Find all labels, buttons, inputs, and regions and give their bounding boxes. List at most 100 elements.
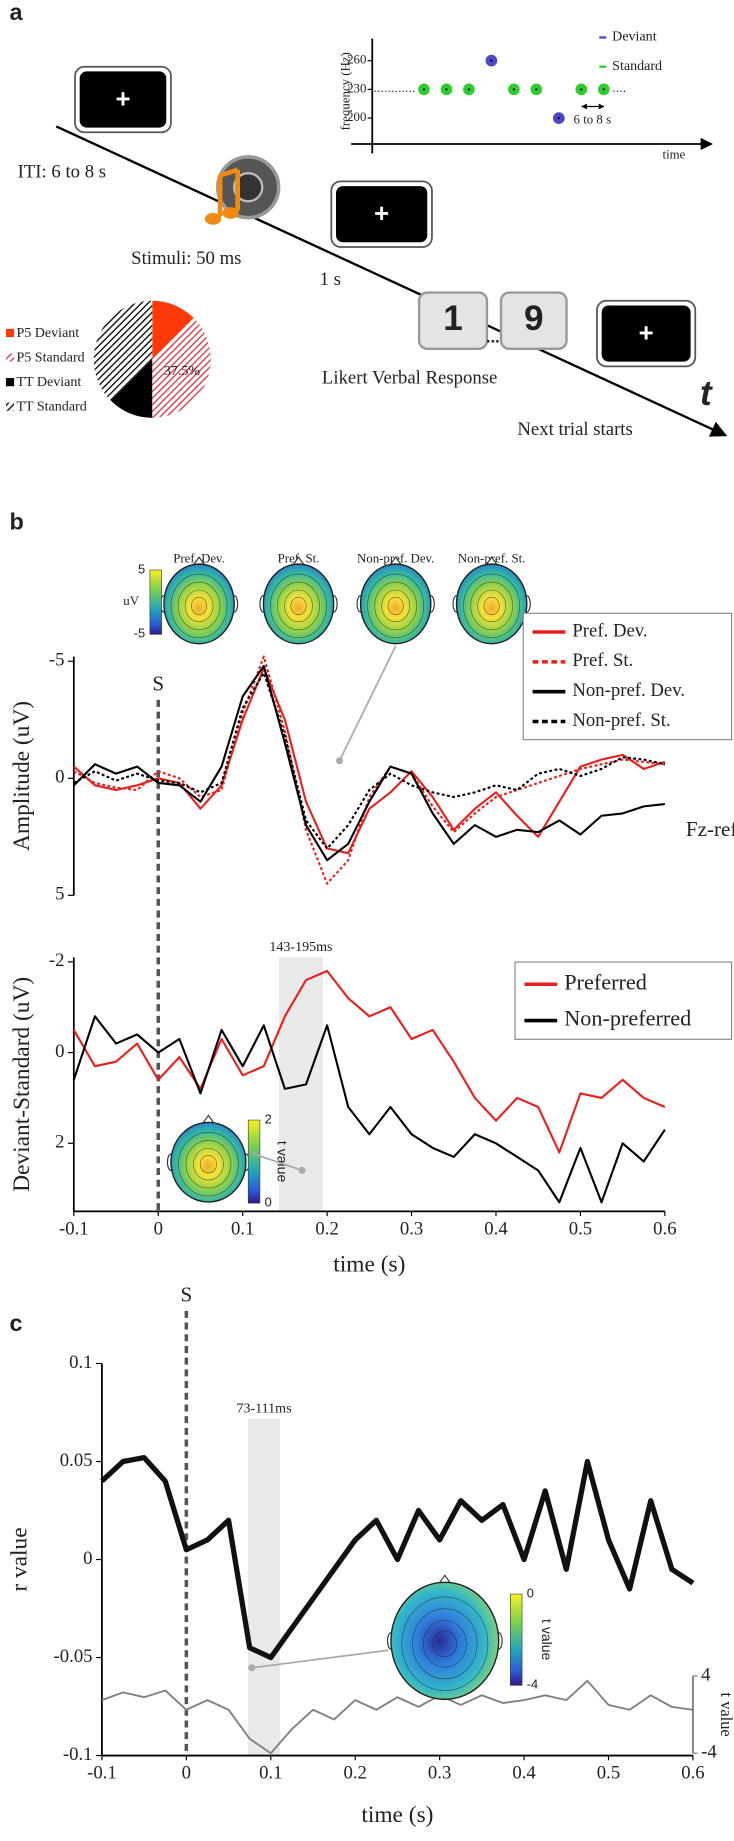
topomap <box>359 563 432 645</box>
panel-label: c <box>9 1310 22 1336</box>
y-tick-label: 200 <box>347 110 366 124</box>
timeline <box>55 125 728 437</box>
y2-tick-label: -4 <box>701 1742 717 1763</box>
topomap-contour <box>374 581 418 631</box>
y-axis-label: Deviant-Standard (uV) <box>9 977 35 1192</box>
topomap-contour <box>483 596 500 615</box>
x-tick-label: 0.5 <box>569 1218 592 1239</box>
topomap <box>170 1121 247 1203</box>
topomap-contour <box>432 1630 457 1657</box>
topomap-contour <box>284 589 313 623</box>
topomap-nose <box>292 556 305 566</box>
legend-label: TT Deviant <box>16 374 81 390</box>
pie-slice <box>93 300 153 401</box>
x-tick-label: 0.6 <box>653 1218 676 1239</box>
legend-marker <box>5 328 15 338</box>
x-axis-label: time <box>663 148 686 162</box>
topomap-nose <box>389 556 403 566</box>
screen <box>79 71 167 128</box>
key-ellipsis: ... <box>486 329 500 347</box>
topomap-contour <box>387 596 404 615</box>
x-tick-label: -0.1 <box>59 1218 89 1239</box>
topomap-contour <box>423 1620 467 1668</box>
colorbar-tick-label: -5 <box>134 626 145 641</box>
screen <box>601 305 691 362</box>
music-note <box>222 207 239 219</box>
topomap-contour <box>178 1132 239 1197</box>
point <box>463 83 475 96</box>
colorbar-label: t value <box>274 1141 290 1183</box>
legend-label: Non-preferred <box>564 1006 691 1031</box>
colorbar-tick-label: 0 <box>265 1195 272 1210</box>
key-label: 9 <box>524 299 544 338</box>
colorbar <box>510 1593 523 1686</box>
x-tick-label: 0.4 <box>512 1763 536 1784</box>
pie-slice <box>110 359 153 418</box>
colorbar-tick-label: 0 <box>527 1585 534 1600</box>
topomap-contour <box>185 1140 232 1189</box>
topomap-contour <box>470 581 514 631</box>
pointer <box>250 1151 303 1172</box>
topomap-contour <box>177 581 221 631</box>
colorbar <box>247 1119 261 1204</box>
point <box>530 83 543 96</box>
topomap-contour <box>277 581 320 631</box>
topomap-contour <box>477 589 506 623</box>
x-tick-label: 0.6 <box>681 1763 704 1784</box>
y-tick-label: 0.1 <box>69 1352 92 1373</box>
y-tick-label: 2 <box>55 1132 64 1153</box>
point <box>552 112 565 124</box>
point <box>575 83 588 96</box>
legend-label: P5 Standard <box>16 349 84 365</box>
x-tick-label: 0 <box>182 1763 191 1784</box>
x-tick-label: 0.4 <box>484 1218 508 1239</box>
topomap-contour <box>401 1596 489 1691</box>
topomap-contour <box>191 596 208 615</box>
topomap-contour <box>367 573 425 639</box>
stimulus-label: S <box>152 672 164 696</box>
topomap-nose <box>192 556 206 566</box>
series-line <box>72 1015 666 1204</box>
y-tick-label: 0 <box>55 767 64 788</box>
x-tick-label: 0.1 <box>231 1218 254 1239</box>
topomap-nose <box>485 556 498 566</box>
x-tick-label: 0.3 <box>400 1218 423 1239</box>
topomap-nose <box>438 1574 452 1584</box>
topomap-contour <box>381 589 411 623</box>
x-tick-label: 0.1 <box>259 1763 282 1784</box>
pointer <box>251 1649 389 1669</box>
colorbar-label: uV <box>123 594 139 608</box>
topomap-contour <box>270 573 327 639</box>
point <box>485 54 498 67</box>
point <box>508 83 520 96</box>
pointer-dot <box>298 1166 306 1174</box>
time-axis-label: t <box>700 374 713 413</box>
y-tick-label: 5 <box>55 884 64 905</box>
legend-box <box>522 612 733 741</box>
music-note <box>204 213 222 225</box>
colorbar <box>149 569 162 635</box>
legend-label: Pref. St. <box>572 650 633 671</box>
value-label: 37.5% <box>164 363 201 379</box>
y-axis-label: Amplitude (uV) <box>9 701 35 851</box>
delay-label: 1 s <box>320 269 341 290</box>
topomap-contour <box>463 573 521 639</box>
y-tick-label: 0 <box>55 1041 64 1062</box>
topomap-contour <box>170 573 228 639</box>
series-line <box>101 1679 694 1755</box>
y-tick-label: 0.05 <box>60 1450 93 1471</box>
topomap-contour <box>290 596 307 615</box>
colorbar-tick-label: -4 <box>527 1677 538 1692</box>
topomap-contour <box>199 1155 217 1174</box>
speaker-cone <box>232 172 264 203</box>
panel-label: a <box>9 0 23 25</box>
legend-label: Non-pref. St. <box>572 710 670 731</box>
legend-marker <box>5 378 15 387</box>
fixation-cross: + <box>639 320 654 348</box>
legend-label: Pref. Dev. <box>572 620 647 641</box>
y2-axis-label: t value <box>717 1693 734 1737</box>
pointer <box>338 645 397 762</box>
x-tick-label: 0 <box>154 1218 163 1239</box>
topomap-contour <box>184 589 214 623</box>
